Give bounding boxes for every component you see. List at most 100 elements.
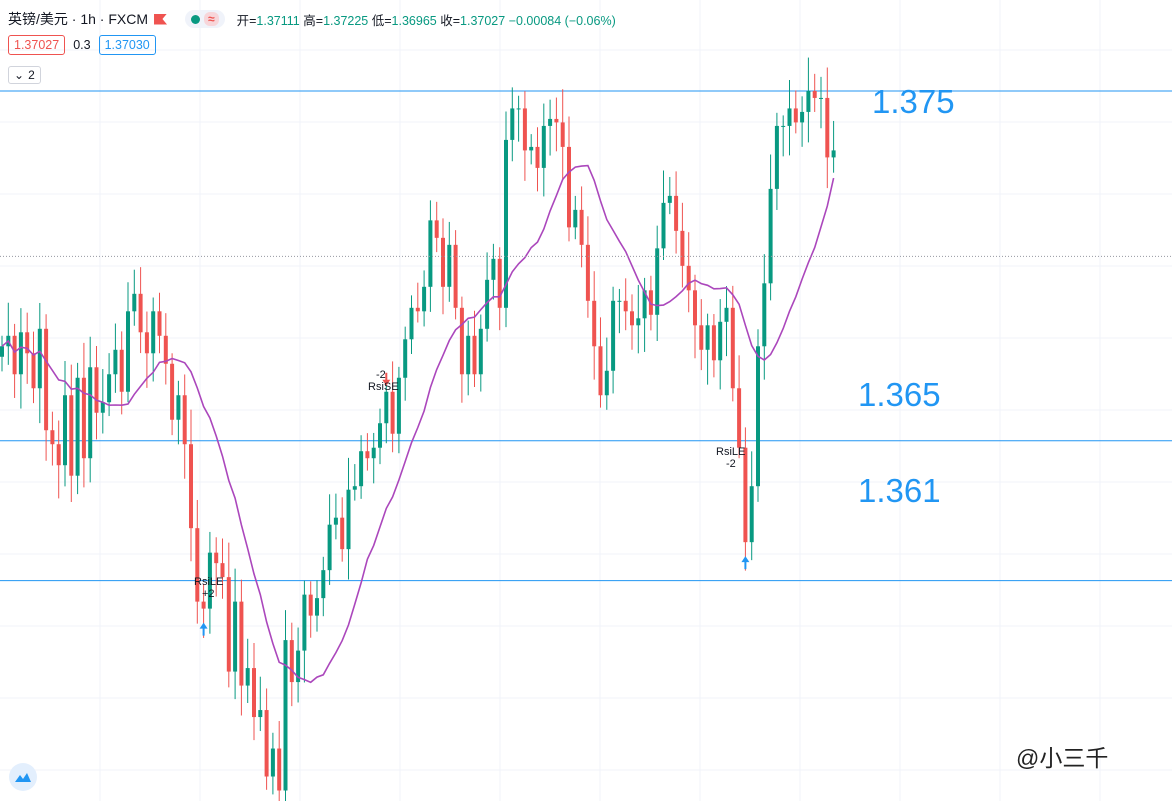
legend-header: 英镑/美元 · 1h · FXCM ≈ 开=1.37111 高=1.37225 … — [8, 9, 616, 29]
candle-body — [378, 423, 382, 448]
candle-body — [422, 286, 427, 312]
candle-body — [0, 346, 4, 357]
candle-body — [617, 300, 622, 302]
candle-body — [453, 244, 458, 308]
candle-body — [554, 118, 559, 123]
candle-body — [762, 283, 767, 347]
low-value: 1.36965 — [391, 13, 437, 28]
candle-body — [478, 328, 483, 375]
candle-body — [176, 395, 181, 420]
candle-body — [239, 601, 244, 686]
candle-body — [113, 349, 118, 375]
candle-body — [189, 444, 193, 529]
candle-body — [226, 577, 231, 672]
spread-value: 0.3 — [73, 38, 91, 52]
candle-body — [686, 265, 691, 291]
candle-body — [510, 108, 515, 140]
long-entry-arrow — [741, 556, 750, 570]
candle-body — [371, 447, 376, 459]
candle-body — [277, 748, 282, 791]
candle-body — [340, 517, 345, 550]
candle-body — [623, 300, 628, 312]
candle-body — [144, 332, 149, 354]
candle-body — [195, 528, 200, 602]
market-status-pill[interactable]: ≈ — [185, 10, 225, 28]
tradingview-logo-icon[interactable] — [9, 763, 37, 791]
candle-body — [711, 325, 716, 361]
candle-body — [296, 650, 301, 683]
strategy-signal-marks — [199, 372, 750, 636]
level-label-1365: 1.365 — [858, 376, 941, 413]
candle-body — [730, 307, 735, 389]
ohlc-values: 开=1.37111 高=1.37225 低=1.36965 收=1.37027 … — [236, 13, 616, 28]
candle-body — [560, 122, 565, 147]
candle-body — [50, 430, 55, 445]
candle-body — [724, 307, 729, 322]
candle-body — [88, 367, 93, 459]
candle-body — [504, 139, 508, 308]
level-label-1361: 1.361 — [858, 472, 941, 509]
candle-body — [346, 489, 351, 550]
candle-body — [434, 220, 439, 238]
candle-body — [693, 290, 697, 326]
candle-body — [132, 293, 137, 312]
candle-body — [768, 188, 773, 284]
candle-body — [441, 237, 445, 287]
candle-body — [207, 552, 212, 609]
candle-body — [44, 328, 49, 431]
candle-body — [428, 220, 433, 287]
candle-body — [825, 97, 830, 158]
candle-body — [69, 395, 74, 476]
candle-body — [459, 307, 464, 375]
candle-body — [37, 328, 42, 389]
candle-body — [548, 118, 553, 126]
candle-body — [472, 335, 477, 375]
candle-body — [781, 125, 786, 127]
candle-body — [491, 258, 496, 280]
candle-body — [529, 146, 534, 151]
candle-body — [107, 374, 112, 403]
candle-body — [220, 563, 225, 578]
candle-body — [75, 377, 80, 476]
candle-body — [315, 598, 319, 616]
candle-body — [365, 451, 370, 459]
candle-body — [56, 444, 61, 466]
open-value: 1.37111 — [256, 13, 300, 28]
sell-price-button[interactable]: 1.37027 — [8, 35, 66, 55]
candle-body — [18, 332, 23, 375]
candle-body — [258, 710, 263, 718]
candle-body — [793, 108, 798, 123]
candle-body — [201, 601, 206, 609]
candle-body — [800, 111, 805, 123]
candle-body — [384, 391, 389, 424]
horizontal-levels — [0, 90, 1172, 582]
candle-body — [12, 335, 17, 375]
candle-body — [630, 311, 634, 326]
candle-body — [737, 388, 742, 448]
candle-body — [774, 125, 779, 189]
candle-body — [598, 346, 603, 396]
candle-body — [516, 108, 521, 110]
candle-body — [270, 748, 275, 777]
candle-body — [245, 668, 250, 686]
candle-body — [705, 325, 710, 350]
candle-body — [806, 90, 811, 112]
candle-body — [289, 640, 294, 683]
candle-body — [812, 90, 817, 98]
candle-body — [264, 710, 269, 777]
indicators-toggle[interactable]: ⌄ 2 — [8, 66, 41, 84]
candle-body — [81, 377, 86, 459]
candle-body — [126, 311, 130, 392]
chevron-down-icon: ⌄ — [14, 68, 25, 82]
candle-body — [466, 335, 471, 375]
close-value: 1.37027 — [460, 13, 506, 28]
buy-price-button[interactable]: 1.37030 — [98, 35, 156, 55]
candle-body — [592, 300, 597, 347]
symbol-title[interactable]: 英镑/美元 · 1h · FXCM — [8, 11, 149, 27]
candle-body — [409, 307, 414, 340]
candle-body — [655, 248, 660, 315]
candle-body — [182, 395, 187, 445]
level-label-1375: 1.375 — [872, 83, 955, 120]
